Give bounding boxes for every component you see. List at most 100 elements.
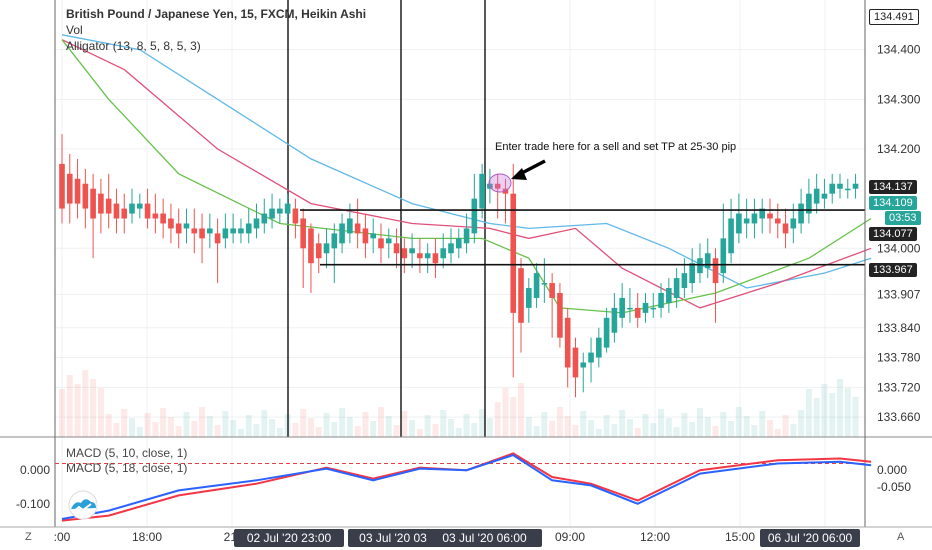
candle-body <box>774 218 781 224</box>
candle-body <box>424 253 431 259</box>
price-top-label: 134.491 <box>869 9 919 25</box>
vol-legend: Vol <box>66 23 83 37</box>
candle-body <box>541 283 548 285</box>
volume-bar <box>214 425 221 437</box>
volume-bar <box>790 424 797 437</box>
alligator-lips-line <box>61 39 872 314</box>
time-highlight-box <box>427 529 542 547</box>
volume-bar <box>759 411 766 437</box>
time-highlight-label: 06 Jul '20 06:00 <box>768 531 853 545</box>
volume-bar <box>455 428 462 437</box>
volume-bar <box>479 409 486 437</box>
volume-bar <box>315 427 322 437</box>
volume-bar <box>222 411 229 437</box>
time-highlight-box <box>234 529 344 547</box>
candle-body <box>611 307 618 333</box>
volume-bar <box>144 413 151 437</box>
volume-bar <box>97 388 104 437</box>
volume-bar <box>852 397 859 437</box>
time-tick-label: 09:00 <box>555 530 585 544</box>
candle-body <box>782 223 789 234</box>
time-tick-label: :00 <box>54 530 71 544</box>
volume-bar <box>689 422 696 437</box>
volume-bar <box>183 412 190 437</box>
entry-circle[interactable] <box>488 173 512 193</box>
candle-body <box>650 307 657 310</box>
time-highlight-box <box>348 529 438 547</box>
candle-body <box>666 288 672 303</box>
candle-body <box>549 283 555 298</box>
candle-body <box>199 228 205 239</box>
candle-body <box>222 228 229 239</box>
candle-body <box>370 233 376 239</box>
volume-bar <box>199 407 206 437</box>
volume-bar <box>113 423 120 437</box>
candle-body <box>603 317 610 348</box>
volume-bar <box>136 427 143 437</box>
volume-bar <box>206 416 213 437</box>
volume-bar <box>82 370 89 437</box>
volume-bar <box>829 393 836 437</box>
candle-body <box>642 302 649 313</box>
current-price-label: 134.137 <box>869 180 917 194</box>
volume-bar <box>129 418 136 437</box>
candle-body <box>417 253 423 259</box>
zoom-reset-button[interactable]: Z <box>25 531 32 543</box>
candle-body <box>362 228 369 244</box>
macd-pane: 0.000 -0.100 0.000 -0.050 <box>16 452 911 522</box>
price-tick-label: 133.907 <box>877 287 921 301</box>
volume-bar <box>152 422 159 437</box>
candle-body <box>720 238 727 274</box>
volume-bar <box>471 423 478 437</box>
candle-body <box>588 352 594 363</box>
candle-body <box>409 248 415 254</box>
volume-bar <box>798 410 805 437</box>
candle-body <box>129 203 135 214</box>
volume-bar <box>681 413 688 437</box>
volume-bar <box>269 419 276 437</box>
volume-bar <box>432 424 439 437</box>
volume-bar <box>774 429 781 437</box>
volume-bar <box>751 425 758 437</box>
time-highlight-label: 03 Jul '20 03 <box>359 531 427 545</box>
volume-bar <box>409 420 416 437</box>
volume-bar <box>494 402 501 437</box>
volume-bar <box>564 416 571 437</box>
volume-bar <box>463 414 470 437</box>
candle-body <box>479 173 485 209</box>
time-tick-label: 15:00 <box>725 530 755 544</box>
candle-body <box>448 243 454 254</box>
volume-bar <box>440 410 447 437</box>
candle-body <box>689 263 695 284</box>
price-axis[interactable]: 134.400 134.300 134.200 134.000 133.907 133.8… <box>877 43 921 424</box>
volume-bar <box>782 415 789 437</box>
candle-body <box>300 218 306 249</box>
volume-bar <box>588 420 595 437</box>
candle-body <box>634 307 641 318</box>
candle-body <box>564 317 571 368</box>
volume-bar <box>696 408 703 437</box>
candle-body <box>728 218 734 254</box>
entry-marker <box>488 159 546 193</box>
candle-body <box>712 258 719 284</box>
volume-bar <box>642 414 649 437</box>
candle-body <box>66 173 73 204</box>
volume-bar <box>844 388 851 437</box>
volume-bar <box>74 384 81 437</box>
candle-body <box>113 203 120 219</box>
volume-bar <box>805 389 812 437</box>
volume-bar <box>541 412 548 437</box>
candle-body <box>813 188 820 204</box>
volume-bar <box>650 423 657 437</box>
auto-scale-button[interactable]: A <box>897 531 905 543</box>
candle-body <box>168 218 174 229</box>
candle-body <box>292 208 299 224</box>
volume-bar <box>837 379 843 437</box>
candle-body <box>736 213 742 234</box>
volume-bar <box>510 397 517 437</box>
candle-body <box>385 238 392 244</box>
volume-bar <box>276 428 283 437</box>
volume-bar <box>300 409 307 437</box>
